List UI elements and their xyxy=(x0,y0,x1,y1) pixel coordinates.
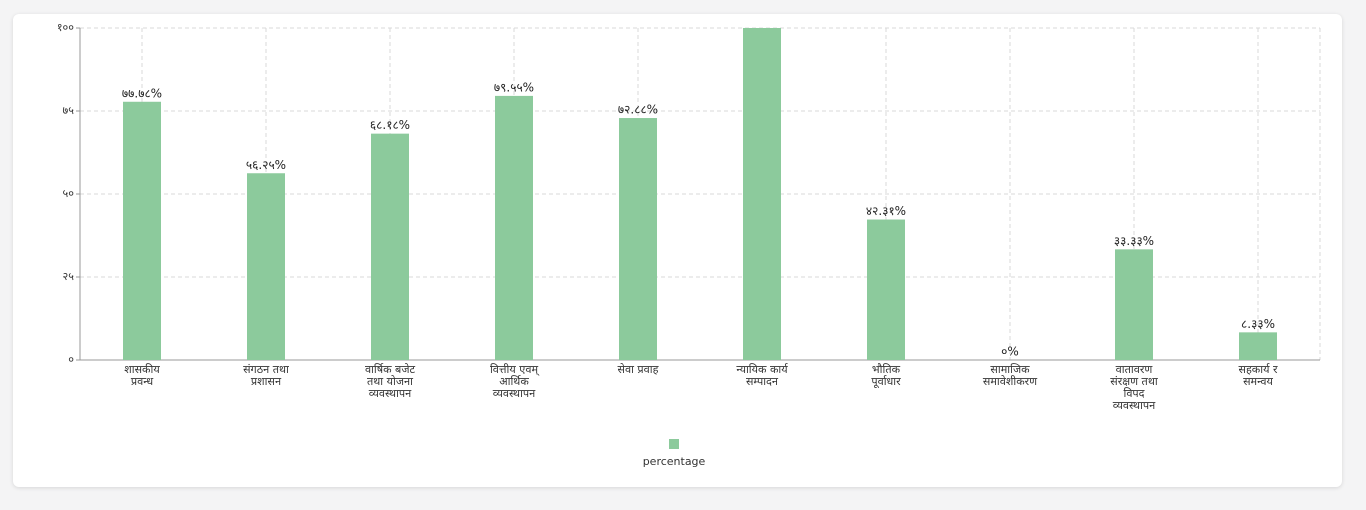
value-label: ८.३३% xyxy=(1241,317,1275,331)
legend-label[interactable]: percentage xyxy=(643,455,706,468)
bar xyxy=(123,101,161,361)
value-label: ४२.३१% xyxy=(866,204,906,218)
value-label: ७७.७८% xyxy=(122,86,162,100)
y-tick-label: ० xyxy=(68,353,74,366)
y-tick-label: ५० xyxy=(63,187,75,200)
x-tick-label: वार्षिक बजेट तथा योजना व्यवस्थापन xyxy=(365,363,416,400)
y-tick-label: ७५ xyxy=(63,104,75,117)
legend-swatch xyxy=(669,439,679,449)
value-label: ५६.२५% xyxy=(246,158,286,172)
bar xyxy=(743,28,781,360)
value-label: ०% xyxy=(1001,345,1019,359)
x-tick-label: सहकार्य र समन्वय xyxy=(1239,363,1278,388)
bar xyxy=(247,173,285,360)
x-tick-label: न्यायिक कार्य सम्पादन xyxy=(736,363,788,388)
value-label: ७९.५५% xyxy=(494,80,534,94)
bar xyxy=(619,118,657,361)
x-tick-label: संगठन तथा प्रशासन xyxy=(243,363,289,388)
bar xyxy=(1239,332,1277,360)
x-tick-label: भौतिक पूर्वाधार xyxy=(871,363,901,389)
x-tick-label: वित्तीय एवम् आर्थिक व्यवस्थापन xyxy=(490,363,540,400)
x-tick-label: वातावरण संरक्षण तथा विपद व्यवस्थापन xyxy=(1110,363,1158,412)
y-tick-label: १०० xyxy=(57,21,74,34)
y-tick-label: २५ xyxy=(63,270,75,283)
x-tick-label: सामाजिक समावेशीकरण xyxy=(983,363,1038,388)
bar xyxy=(371,133,409,360)
bar xyxy=(1115,249,1153,360)
bar xyxy=(867,219,905,360)
x-tick-label: सेवा प्रवाह xyxy=(618,363,659,376)
value-label: ६८.१८% xyxy=(370,118,410,132)
x-tick-label: शासकीय प्रवन्ध xyxy=(124,363,160,388)
value-label: ३३.३३% xyxy=(1114,234,1154,248)
value-label: ७२.८८% xyxy=(618,103,658,117)
bar xyxy=(495,95,533,361)
